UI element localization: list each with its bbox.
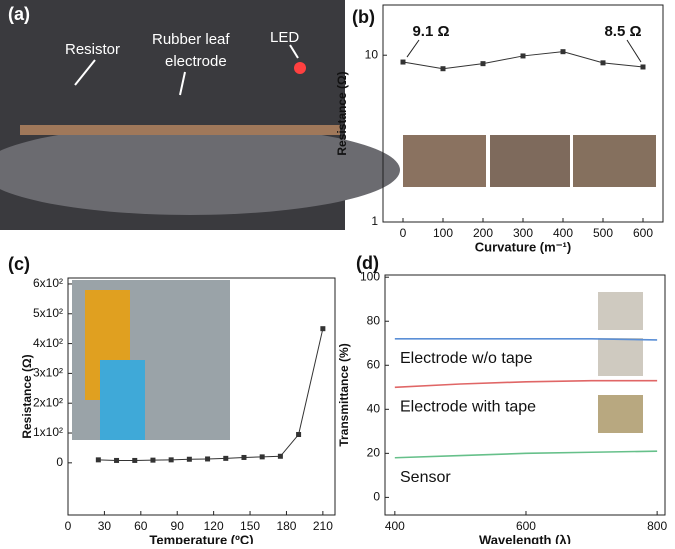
y-axis-title: Resistance (Ω) — [20, 354, 34, 438]
x-tick-label: 0 — [400, 226, 407, 240]
panel-label: (b) — [352, 7, 375, 27]
x-tick-label: 500 — [593, 226, 613, 240]
data-point — [481, 61, 486, 66]
photo-label: electrode — [165, 53, 227, 70]
legend-label: Electrode with tape — [400, 399, 536, 416]
x-tick-label: 600 — [516, 519, 536, 533]
data-point — [169, 457, 174, 462]
photo-label: Resistor — [65, 41, 120, 58]
panel-label: (d) — [356, 253, 379, 273]
data-point — [114, 458, 119, 463]
x-tick-label: 100 — [433, 226, 453, 240]
x-tick-label: 210 — [313, 519, 333, 533]
y-tick-label: 1x10² — [33, 425, 63, 439]
x-tick-label: 60 — [134, 519, 148, 533]
photo-label: LED — [270, 29, 299, 46]
data-point — [521, 53, 526, 58]
y-tick-label: 5x10² — [33, 306, 63, 320]
led — [294, 62, 306, 74]
x-tick-label: 300 — [513, 226, 533, 240]
data-point — [96, 457, 101, 462]
x-axis-title: Temperature (ºC) — [149, 532, 253, 544]
annotation: 8.5 Ω — [604, 23, 641, 40]
data-point — [401, 60, 406, 65]
data-point — [441, 66, 446, 71]
data-point — [223, 456, 228, 461]
y-tick-label: 10 — [365, 47, 379, 61]
inset-photo — [490, 135, 570, 187]
x-tick-label: 150 — [240, 519, 260, 533]
y-axis-title: Transmittance (%) — [337, 343, 351, 446]
y-tick-label: 0 — [56, 455, 63, 469]
y-tick-label: 60 — [367, 357, 381, 371]
photo-label: Rubber leaf — [152, 31, 230, 48]
x-tick-label: 400 — [553, 226, 573, 240]
data-point — [296, 432, 301, 437]
y-tick-label: 1 — [371, 214, 378, 228]
data-point — [241, 455, 246, 460]
annotation-arrow — [627, 40, 641, 62]
data-point — [320, 326, 325, 331]
inset-photo — [598, 338, 643, 376]
x-tick-label: 120 — [204, 519, 224, 533]
y-tick-label: 0 — [373, 490, 380, 504]
legend-label: Electrode w/o tape — [400, 350, 533, 367]
y-tick-label: 6x10² — [33, 276, 63, 290]
x-tick-label: 200 — [473, 226, 493, 240]
data-point — [132, 458, 137, 463]
figure: (a) Resistor Rubber leaf electrode LED 0… — [0, 0, 675, 544]
panel-label: (a) — [8, 4, 30, 24]
x-tick-label: 400 — [385, 519, 405, 533]
y-axis-title: Resistance (Ω) — [335, 71, 349, 155]
data-line — [395, 381, 657, 388]
data-point — [641, 64, 646, 69]
y-tick-label: 2x10² — [33, 395, 63, 409]
data-point — [150, 458, 155, 463]
y-tick-label: 80 — [367, 313, 381, 327]
y-tick-label: 40 — [367, 401, 381, 415]
data-line — [395, 451, 657, 458]
x-axis-title: Curvature (m⁻¹) — [475, 239, 571, 254]
x-tick-label: 30 — [98, 519, 112, 533]
y-tick-label: 4x10² — [33, 336, 63, 350]
data-line — [395, 339, 657, 340]
x-tick-label: 180 — [276, 519, 296, 533]
electrode-strip — [20, 125, 340, 135]
inset-photo — [598, 292, 643, 330]
x-tick-label: 600 — [633, 226, 653, 240]
inset-photo — [403, 135, 486, 187]
annotation: 9.1 Ω — [412, 23, 449, 40]
glove — [100, 360, 145, 440]
x-tick-label: 90 — [171, 519, 185, 533]
inset-photo — [573, 135, 656, 187]
data-point — [260, 454, 265, 459]
data-point — [205, 456, 210, 461]
y-tick-label: 3x10² — [33, 366, 63, 380]
annotation-arrow — [407, 40, 419, 57]
x-axis-title: Wavelength (λ) — [479, 532, 571, 544]
inset-photo — [598, 395, 643, 433]
y-tick-label: 20 — [367, 446, 381, 460]
x-tick-label: 0 — [65, 519, 72, 533]
data-point — [561, 49, 566, 54]
x-tick-label: 800 — [647, 519, 667, 533]
legend-label: Sensor — [400, 469, 451, 486]
panel-label: (c) — [8, 254, 30, 274]
data-point — [187, 457, 192, 462]
data-point — [278, 454, 283, 459]
data-point — [601, 60, 606, 65]
